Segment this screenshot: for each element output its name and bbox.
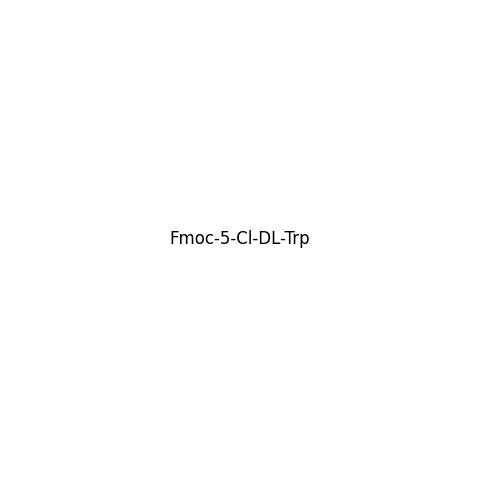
Text: Fmoc-5-Cl-DL-Trp: Fmoc-5-Cl-DL-Trp <box>169 230 310 249</box>
